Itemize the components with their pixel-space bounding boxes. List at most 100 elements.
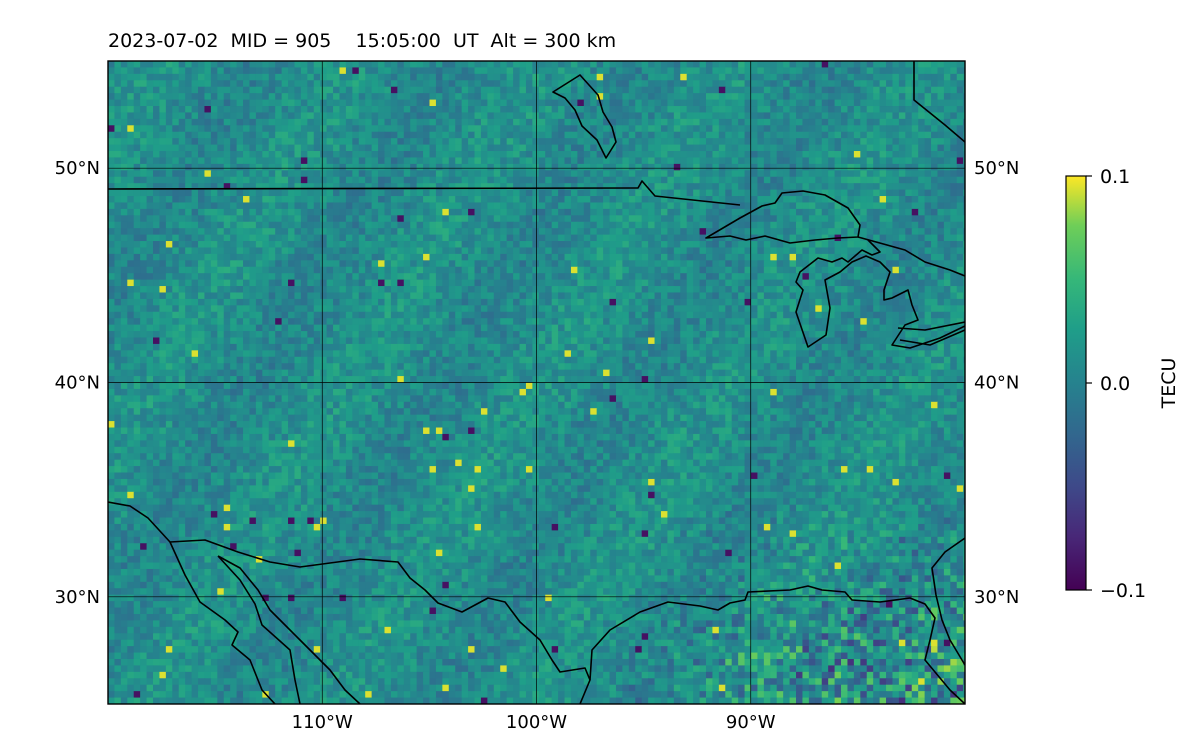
heatmap-cell [455,189,463,197]
heatmap-cell [583,208,591,216]
heatmap-cell [558,234,566,242]
heatmap-cell [686,138,694,146]
heatmap-cell [705,80,714,88]
heatmap-cell [172,241,180,249]
heatmap-cell [403,208,411,216]
heatmap-cell [114,163,122,171]
heatmap-cell [776,99,784,107]
heatmap-cell [956,131,964,139]
heatmap-cell [487,292,495,300]
heatmap-cell [133,241,141,249]
heatmap-cell [410,228,418,236]
heatmap-cell [641,260,649,268]
heatmap-cell [513,86,521,94]
heatmap-cell [423,189,431,197]
heatmap-cell [712,86,720,94]
heatmap-cell [853,266,861,274]
heatmap-cell [898,189,906,197]
heatmap-cell [255,183,263,191]
heatmap-cell [281,286,289,294]
heatmap-cell [654,279,662,287]
heatmap-cell [461,125,469,133]
heatmap-cell [705,196,714,204]
heatmap-cell [474,170,482,178]
heatmap-cell [198,279,206,287]
heatmap-cell [455,266,463,274]
heatmap-cell [525,273,533,281]
heatmap-cell [262,138,270,146]
heatmap-cell [570,202,578,210]
heatmap-cell [410,279,418,287]
heatmap-cell [333,138,341,146]
heatmap-cell [313,202,321,210]
heatmap-cell [628,93,636,101]
heatmap-cell [223,183,231,191]
heatmap-cell [313,273,321,281]
heatmap-cell [757,131,765,139]
heatmap-cell [480,131,488,139]
heatmap-cell [654,247,662,255]
heatmap-cell [821,93,829,101]
heatmap-cell [905,273,913,281]
heatmap-cell [461,144,469,152]
heatmap-cell [307,176,315,184]
heatmap-cell [898,112,906,120]
heatmap-cell [146,106,154,114]
heatmap-cell [841,260,849,268]
heatmap-cell [352,163,360,171]
heatmap-cell [500,151,508,159]
heatmap-cell [326,176,334,184]
heatmap-cell [673,221,681,229]
heatmap-cell [243,266,251,274]
heatmap-cell [648,176,656,184]
heatmap-cell [236,273,244,281]
heatmap-cell [911,144,919,152]
heatmap-cell [686,80,694,88]
heatmap-cell [288,183,296,191]
heatmap-cell [693,266,701,274]
heatmap-cell [204,93,212,101]
heatmap-cell [493,260,501,268]
heatmap-cell [313,61,321,69]
heatmap-cell [281,118,289,126]
heatmap-cell [712,176,720,184]
heatmap-cell [705,215,714,223]
heatmap-cell [178,273,186,281]
heatmap-cell [789,228,797,236]
heatmap-cell [519,292,527,300]
heatmap-cell [371,93,379,101]
heatmap-cell [751,286,759,294]
heatmap-cell [667,73,675,81]
heatmap-cell [796,131,804,139]
heatmap-cell [185,279,193,287]
heatmap-cell [114,106,122,114]
heatmap-cell [461,61,469,69]
heatmap-cell [622,253,630,261]
heatmap-cell [127,247,135,255]
heatmap-cell [275,118,283,126]
heatmap-cell [191,67,199,75]
heatmap-cell [931,151,939,159]
heatmap-cell [198,228,206,236]
heatmap-cell [680,138,688,146]
heatmap-cell [577,215,585,223]
heatmap-cell [397,260,405,268]
heatmap-cell [950,215,958,223]
heatmap-cell [699,131,707,139]
heatmap-cell [333,292,341,300]
heatmap-cell [493,234,501,242]
heatmap-cell [615,260,623,268]
heatmap-cell [886,260,894,268]
heatmap-cell [802,208,810,216]
heatmap-cell [590,138,598,146]
heatmap-cell [108,125,116,133]
heatmap-cell [442,279,450,287]
heatmap-cell [828,183,836,191]
heatmap-cell [596,61,604,69]
heatmap-cell [693,279,701,287]
heatmap-cell [667,138,675,146]
heatmap-cell [603,157,611,165]
heatmap-cell [892,228,900,236]
heatmap-cell [378,106,386,114]
heatmap-cell [185,298,193,306]
